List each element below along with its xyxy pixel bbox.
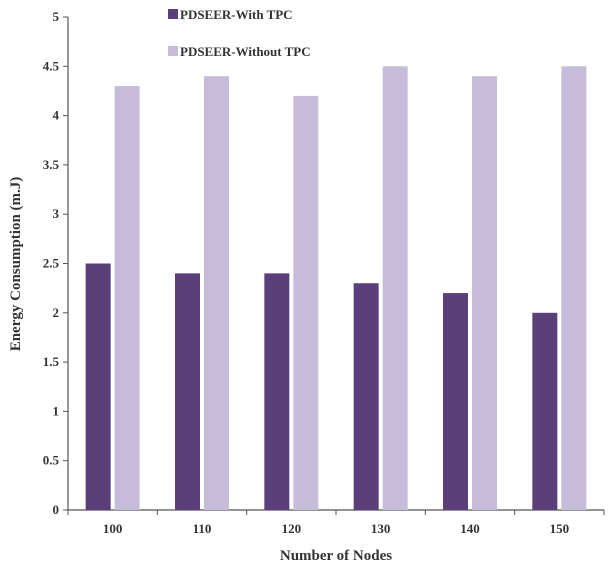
bar-without-tpc xyxy=(293,95,319,510)
bar-without-tpc xyxy=(114,86,140,511)
x-axis-ticks: 100 110 120 130 140 150 xyxy=(67,510,605,536)
y-tick-label: 2.5 xyxy=(43,256,60,271)
bar-series-group xyxy=(85,66,587,511)
bar-with-tpc xyxy=(532,312,558,510)
y-tick-label: 3.5 xyxy=(43,157,60,172)
y-tick-label: 2 xyxy=(53,305,60,320)
x-tick-label: 120 xyxy=(282,521,302,536)
y-tick-label: 5 xyxy=(53,9,60,24)
x-tick-label: 110 xyxy=(193,521,212,536)
y-tick-label: 0.5 xyxy=(43,453,60,468)
x-tick-label: 140 xyxy=(460,521,480,536)
plot-area: 0 0.5 1 1.5 2 2.5 3 3.5 4 4.5 5 100 110 120 130 140 150 xyxy=(43,9,605,536)
bar-with-tpc xyxy=(264,273,290,510)
x-tick-label: 130 xyxy=(371,521,391,536)
y-tick-label: 4 xyxy=(53,108,60,123)
bar-without-tpc xyxy=(472,76,497,510)
legend: PDSEER-With TPC PDSEER-Without TPC xyxy=(168,7,311,59)
legend-label-without-tpc: PDSEER-Without TPC xyxy=(180,44,311,59)
legend-swatch-with-tpc xyxy=(168,9,178,19)
x-axis-title: Number of Nodes xyxy=(280,548,392,564)
bar-with-tpc xyxy=(443,293,468,510)
bar-with-tpc xyxy=(175,273,200,510)
y-axis-title: Energy Consumption (m.J) xyxy=(8,177,24,352)
y-tick-label: 1.5 xyxy=(43,354,60,369)
x-tick-label: 150 xyxy=(550,521,570,536)
x-tick-label: 100 xyxy=(103,521,123,536)
y-axis-ticks: 0 0.5 1 1.5 2 2.5 3 3.5 4 4.5 5 xyxy=(43,9,68,517)
bar-without-tpc xyxy=(204,76,229,510)
y-tick-label: 4.5 xyxy=(43,58,60,73)
bar-with-tpc xyxy=(85,263,111,510)
y-tick-label: 3 xyxy=(53,206,60,221)
y-tick-label: 1 xyxy=(53,403,60,418)
legend-label-with-tpc: PDSEER-With TPC xyxy=(180,7,293,22)
bar-without-tpc xyxy=(382,66,408,511)
bar-with-tpc xyxy=(353,283,379,510)
y-tick-label: 0 xyxy=(53,502,60,517)
legend-swatch-without-tpc xyxy=(168,46,178,56)
bar-without-tpc xyxy=(561,66,587,511)
